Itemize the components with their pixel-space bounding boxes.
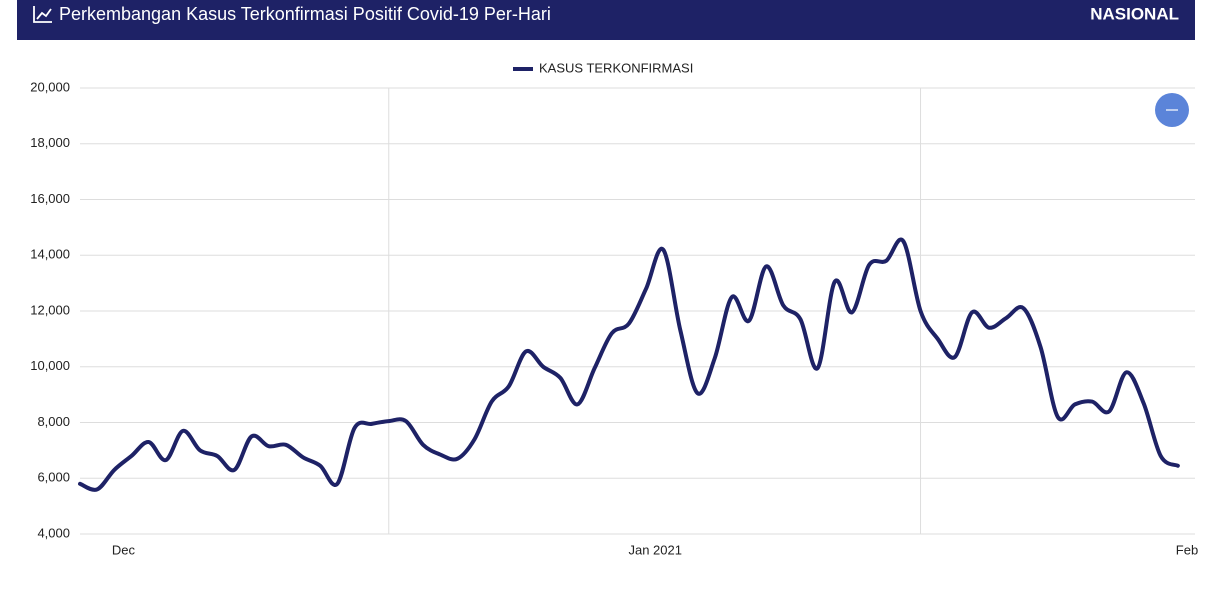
y-tick-label: 14,000: [30, 247, 70, 262]
y-tick-label: 6,000: [37, 470, 70, 485]
y-tick-label: 8,000: [37, 414, 70, 429]
header-bar: [17, 0, 1195, 40]
x-tick-label: Dec: [112, 542, 136, 557]
header-scope: NASIONAL: [1090, 4, 1179, 23]
header-title: Perkembangan Kasus Terkonfirmasi Positif…: [59, 4, 551, 24]
x-tick-label: Jan 2021: [628, 542, 682, 557]
y-tick-label: 20,000: [30, 79, 70, 94]
chart-icon: [33, 6, 52, 23]
y-tick-label: 10,000: [30, 358, 70, 373]
data-line: [78, 237, 1180, 492]
legend-label: KASUS TERKONFIRMASI: [539, 60, 693, 75]
x-tick-label: Feb: [1176, 542, 1198, 557]
y-tick-label: 18,000: [30, 135, 70, 150]
collapse-button[interactable]: [1155, 93, 1189, 127]
y-tick-label: 12,000: [30, 302, 70, 317]
y-tick-label: 16,000: [30, 191, 70, 206]
y-tick-label: 4,000: [37, 525, 70, 540]
